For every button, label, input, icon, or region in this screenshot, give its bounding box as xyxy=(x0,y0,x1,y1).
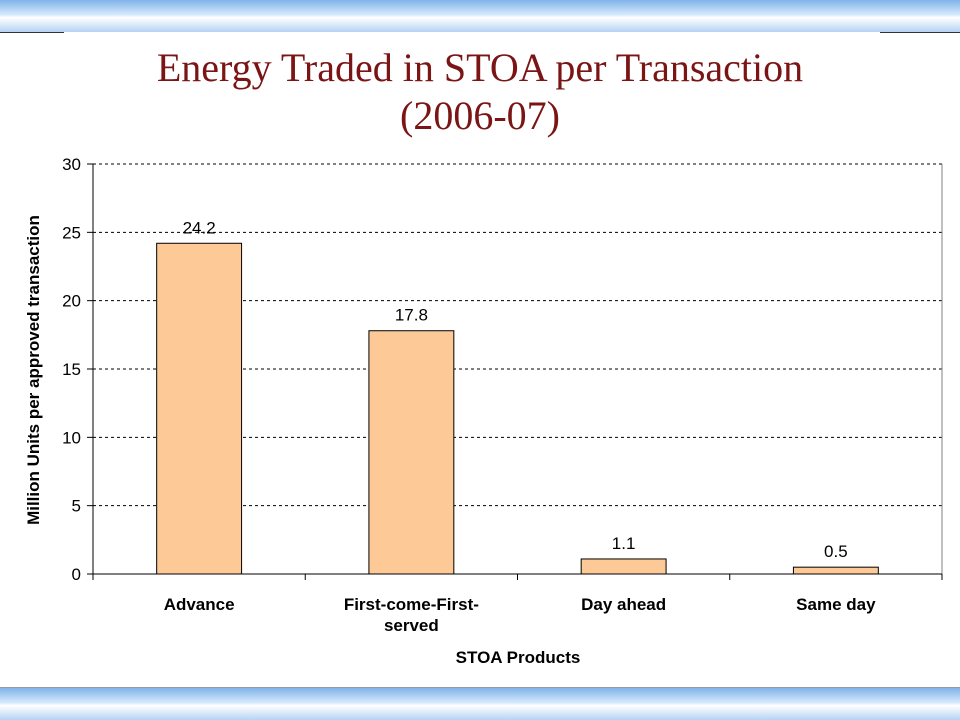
data-label: 1.1 xyxy=(612,534,636,553)
top-left-rule xyxy=(0,32,64,33)
x-tick-label: Same day xyxy=(796,595,876,614)
y-tick-label: 5 xyxy=(72,497,81,516)
data-label: 0.5 xyxy=(824,542,848,561)
y-axis-label: Million Units per approved transaction xyxy=(24,215,43,525)
top-decorative-band xyxy=(0,0,960,32)
bar xyxy=(792,566,879,575)
slide-title: Energy Traded in STOA per Transaction (2… xyxy=(0,44,960,140)
y-tick-label: 15 xyxy=(62,360,81,379)
x-tick-label: Advance xyxy=(164,595,235,614)
bar xyxy=(368,330,455,575)
x-tick-label: Day ahead xyxy=(581,595,666,614)
bottom-rule xyxy=(0,687,960,688)
y-tick-label: 20 xyxy=(62,292,81,311)
y-tick-label: 10 xyxy=(62,428,81,447)
y-tick-label: 25 xyxy=(62,223,81,242)
x-axis-label: STOA Products xyxy=(455,648,581,667)
x-tick-label: First-come-First- xyxy=(344,595,479,614)
slide-title-line2: (2006-07) xyxy=(400,93,560,138)
bar xyxy=(156,242,243,575)
bar xyxy=(580,558,667,575)
slide-title-line1: Energy Traded in STOA per Transaction xyxy=(156,45,804,90)
y-tick-label: 30 xyxy=(62,155,81,174)
y-tick-label: 0 xyxy=(72,565,81,584)
x-tick-label: served xyxy=(384,616,439,635)
data-label: 24.2 xyxy=(183,218,216,237)
bottom-decorative-band xyxy=(0,688,960,720)
top-right-rule xyxy=(880,32,960,33)
data-label: 17.8 xyxy=(395,306,428,325)
